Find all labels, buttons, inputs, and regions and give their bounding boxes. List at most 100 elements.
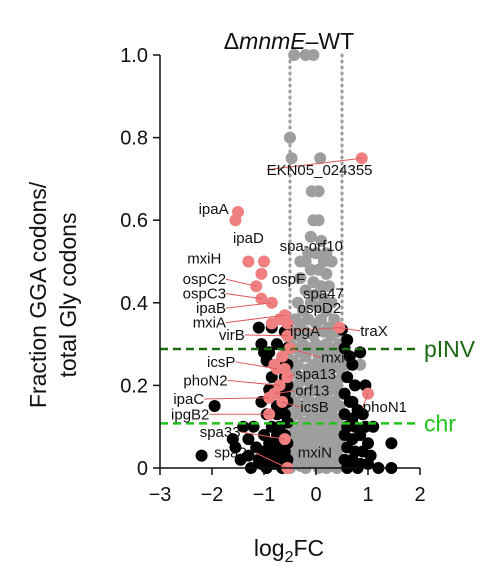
gene-label: mxiN: [298, 445, 332, 462]
gene-label: EKN05_024355: [267, 162, 373, 179]
gene-label: icsB: [300, 399, 328, 416]
annotation-leader: [225, 278, 257, 287]
data-point-highlight: [276, 350, 289, 363]
data-point-grey: [315, 234, 328, 247]
gene-label: spa24: [214, 445, 255, 462]
data-point-black: [234, 453, 247, 466]
data-point-highlight: [258, 255, 270, 268]
x-axis-title-subscript: 2: [285, 549, 294, 566]
data-point-black: [242, 433, 255, 446]
data-point-highlight: [229, 214, 242, 227]
annotation-leader: [287, 373, 296, 378]
annotation-leader: [225, 314, 285, 324]
data-point-black: [195, 449, 208, 462]
data-point-grey: [285, 152, 298, 165]
gene-label: mxiC: [321, 350, 355, 367]
x-axis-title-base: log: [254, 535, 285, 561]
data-point-highlight: [265, 317, 278, 330]
data-point-grey: [325, 255, 338, 268]
data-point-highlight: [242, 255, 255, 268]
gene-label: spa33: [200, 424, 241, 441]
gene-label: phoN2: [183, 372, 227, 389]
chart-title: ΔmnmE–WT: [224, 28, 354, 54]
data-point-black: [385, 437, 398, 450]
y-tick-label: 0.4: [120, 293, 148, 315]
gene-label: ospC3: [183, 286, 226, 303]
gene-label: mxiH: [187, 251, 221, 268]
y-axis-title: Fraction GGA codons/ total Gly codons: [25, 181, 81, 408]
data-point-grey: [294, 459, 307, 472]
annotation-leader: [266, 157, 362, 171]
annotation-leader: [235, 361, 278, 370]
data-point-grey: [310, 317, 322, 330]
chart-title-delta: Δ: [224, 28, 239, 54]
annotation-leader: [339, 327, 361, 332]
x-tick-label: 0: [310, 484, 321, 506]
gene-label: ipaC: [173, 391, 204, 408]
gene-label: ipaA: [199, 201, 229, 218]
reference-label-pINV: pINV: [424, 336, 476, 362]
data-point-grey: [320, 267, 333, 280]
data-point-grey: [284, 131, 296, 144]
annotation-leader: [282, 401, 301, 408]
annotation-leader: [289, 347, 322, 359]
data-point-grey: [314, 152, 327, 165]
data-point-black: [356, 408, 369, 421]
data-point-black: [346, 358, 359, 371]
y-tick-label: 0.2: [120, 375, 148, 397]
gene-label: phoN1: [363, 399, 407, 416]
gene-label: spa47: [303, 286, 344, 303]
annotation-leader: [289, 327, 340, 332]
gene-label: icsP: [207, 354, 235, 371]
annotation-leader: [362, 393, 369, 408]
data-point-grey: [299, 426, 312, 439]
data-point-highlight: [255, 267, 268, 280]
data-point-black: [226, 433, 239, 446]
x-tick-label: −1: [253, 484, 276, 506]
annotation-leader: [240, 431, 285, 440]
gene-label: spa13: [295, 366, 336, 383]
data-point-black: [252, 321, 265, 334]
data-point-grey: [320, 443, 333, 456]
y-axis-title-line-2: total Gly codons: [55, 213, 81, 378]
y-tick-label: 0.6: [120, 210, 148, 232]
x-axis-title: log2FC: [254, 535, 324, 566]
annotation-leader: [225, 302, 272, 309]
annotation-leader: [274, 390, 296, 395]
data-point-grey: [323, 280, 335, 293]
gene-label: spa-orf10: [280, 238, 343, 255]
x-tick-label: 1: [362, 484, 373, 506]
x-axis-title-rest: FC: [293, 535, 324, 561]
gene-label: ipaB: [196, 300, 226, 317]
data-point-grey: [312, 214, 325, 227]
data-point-grey: [328, 451, 341, 464]
gene-label: ospD2: [298, 300, 341, 317]
data-point-black: [341, 333, 354, 346]
y-axis-title-line-1: Fraction GGA codons/: [25, 181, 51, 408]
data-point-grey: [325, 431, 338, 444]
x-tick-label: 2: [414, 484, 425, 506]
annotation-leader: [225, 293, 262, 300]
data-point-grey: [299, 284, 312, 297]
data-point-grey: [312, 185, 325, 198]
data-point-black: [354, 428, 367, 441]
reference-label-chr: chr: [424, 410, 456, 436]
y-tick-label: 0: [137, 458, 148, 480]
gene-label: orf13: [295, 383, 329, 400]
data-point-grey: [304, 230, 317, 243]
data-point-black: [349, 379, 361, 392]
data-point-grey: [310, 247, 322, 260]
gene-label: ipgA: [290, 323, 320, 340]
data-point-grey: [299, 49, 312, 61]
gene-label: mxiA: [193, 315, 226, 332]
data-point-black: [208, 400, 221, 413]
x-tick-label: −3: [149, 484, 172, 506]
annotation-leader: [227, 379, 280, 386]
data-point-highlight: [281, 317, 294, 330]
data-point-grey: [317, 455, 330, 468]
annotation-leader: [244, 334, 288, 337]
y-tick-label: 1.0: [120, 45, 148, 67]
data-point-black: [271, 338, 283, 351]
